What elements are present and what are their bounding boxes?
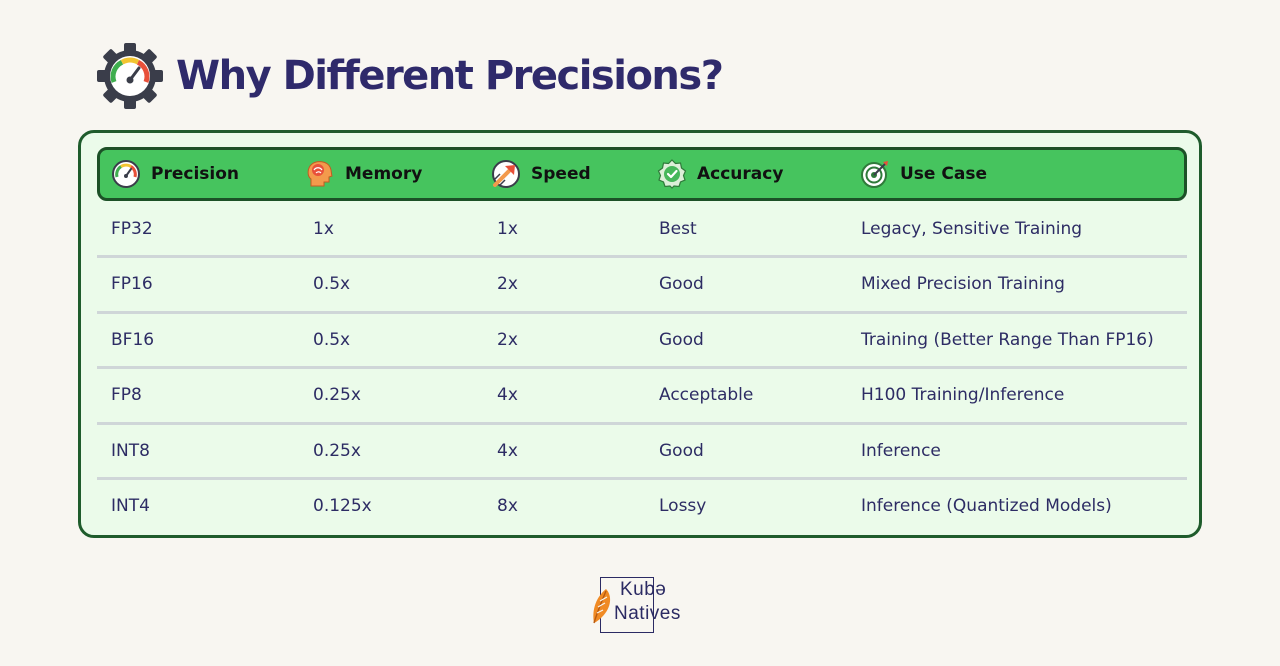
header-label: Speed bbox=[531, 164, 591, 184]
precision-table: Precision Memory Speed bbox=[78, 130, 1202, 538]
cell-use-case: H100 Training/Inference bbox=[861, 385, 1065, 406]
cell-precision: INT8 bbox=[111, 440, 150, 461]
header-label: Memory bbox=[345, 164, 423, 184]
logo-text-line2: Natives bbox=[614, 603, 681, 624]
cell-speed: 8x bbox=[497, 495, 518, 516]
title-prefix: Why Different bbox=[176, 53, 485, 99]
header-memory: Memory bbox=[305, 150, 422, 198]
target-icon bbox=[861, 161, 888, 188]
table-row: INT4 0.125x 8x Lossy Inference (Quantize… bbox=[97, 480, 1187, 535]
header-use-case: Use Case bbox=[860, 150, 987, 198]
cell-speed: 2x bbox=[497, 329, 518, 350]
cell-use-case: Training (Better Range Than FP16) bbox=[861, 329, 1154, 350]
cell-speed: 4x bbox=[497, 440, 518, 461]
cell-speed: 1x bbox=[497, 219, 518, 239]
gear-gauge-icon bbox=[97, 43, 163, 109]
cell-accuracy: Acceptable bbox=[659, 385, 754, 406]
header-label: Precision bbox=[151, 164, 240, 184]
cell-accuracy: Best bbox=[659, 219, 697, 239]
header-label: Use Case bbox=[900, 164, 987, 184]
cell-accuracy: Lossy bbox=[659, 495, 707, 516]
cell-precision: FP32 bbox=[111, 219, 153, 239]
cell-use-case: Inference bbox=[861, 440, 941, 461]
table-row: FP16 0.5x 2x Good Mixed Precision Traini… bbox=[97, 258, 1187, 314]
table-body: FP32 1x 1x Best Legacy, Sensitive Traini… bbox=[97, 203, 1187, 535]
header-precision: Precision bbox=[111, 150, 239, 198]
check-badge-icon bbox=[657, 159, 687, 189]
cell-speed: 2x bbox=[497, 274, 518, 295]
cell-memory: 0.125x bbox=[313, 495, 372, 516]
cell-memory: 0.5x bbox=[313, 274, 351, 295]
page-title: Why Different Precisions? bbox=[176, 53, 724, 99]
title-suffix: ? bbox=[700, 53, 724, 99]
cell-speed: 4x bbox=[497, 385, 518, 406]
cell-accuracy: Good bbox=[659, 274, 704, 295]
table-row: BF16 0.5x 2x Good Training (Better Range… bbox=[97, 314, 1187, 370]
kubenatives-logo: Kubə Natives bbox=[588, 575, 698, 635]
cell-precision: FP8 bbox=[111, 385, 142, 406]
cell-precision: INT4 bbox=[111, 495, 150, 516]
cell-use-case: Legacy, Sensitive Training bbox=[861, 219, 1083, 239]
cell-precision: FP16 bbox=[111, 274, 153, 295]
cell-use-case: Inference (Quantized Models) bbox=[861, 495, 1112, 516]
table-row: FP32 1x 1x Best Legacy, Sensitive Traini… bbox=[97, 203, 1187, 259]
cell-precision: BF16 bbox=[111, 329, 155, 350]
table-header: Precision Memory Speed bbox=[97, 147, 1187, 201]
header-label: Accuracy bbox=[697, 164, 784, 184]
logo-text-line1: Kubə bbox=[620, 579, 667, 600]
header-accuracy: Accuracy bbox=[657, 150, 783, 198]
cell-use-case: Mixed Precision Training bbox=[861, 274, 1065, 295]
feather-icon bbox=[593, 589, 611, 624]
header-speed: Speed bbox=[491, 150, 591, 198]
speed-arrow-icon bbox=[492, 160, 520, 188]
cell-accuracy: Good bbox=[659, 440, 704, 461]
table-row: FP8 0.25x 4x Acceptable H100 Training/In… bbox=[97, 369, 1187, 425]
title-bold: Precisions bbox=[484, 53, 702, 99]
title-row: Why Different Precisions? bbox=[96, 40, 724, 112]
cell-memory: 0.5x bbox=[313, 329, 351, 350]
gauge-icon bbox=[112, 160, 140, 188]
cell-memory: 0.25x bbox=[313, 385, 361, 406]
cell-memory: 0.25x bbox=[313, 440, 361, 461]
brain-head-icon bbox=[307, 161, 333, 187]
cell-memory: 1x bbox=[313, 219, 334, 239]
table-row: INT8 0.25x 4x Good Inference bbox=[97, 425, 1187, 480]
cell-accuracy: Good bbox=[659, 329, 704, 350]
